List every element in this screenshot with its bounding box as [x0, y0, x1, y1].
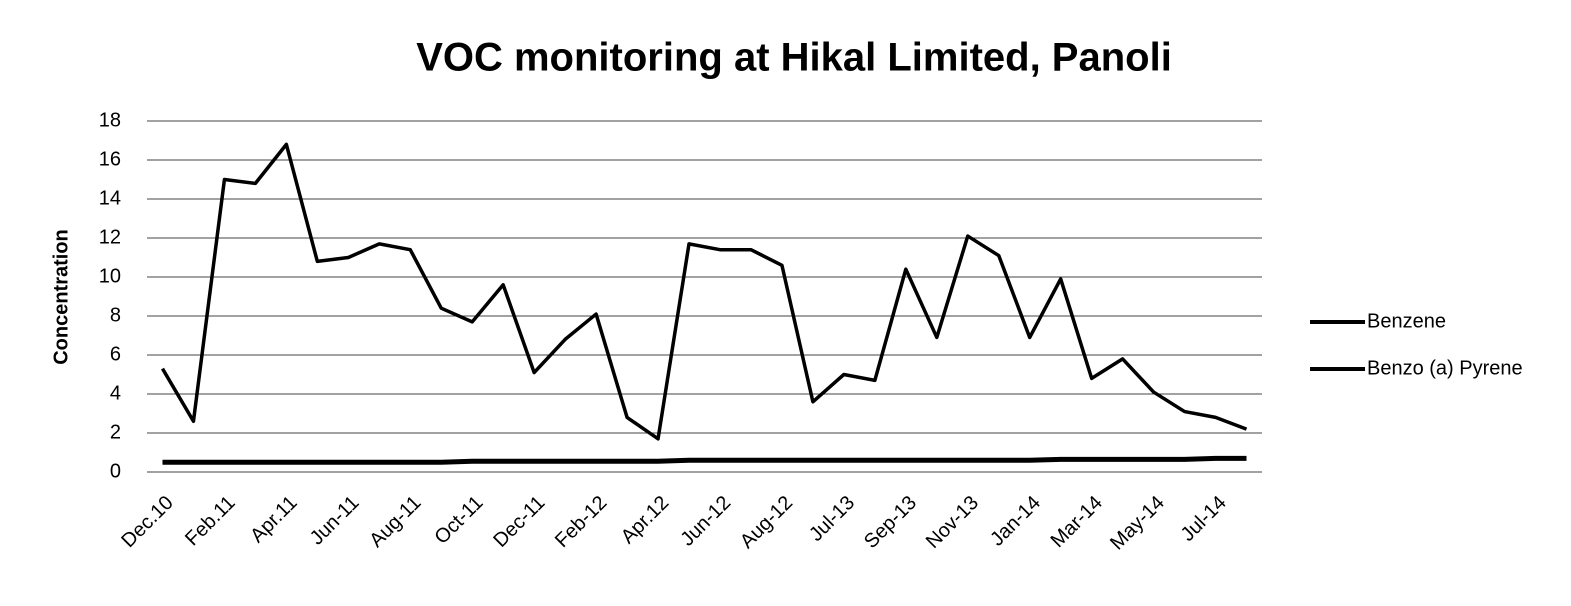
x-tick-label: Feb.11: [181, 492, 240, 551]
x-tick-label: Mar-14: [1047, 492, 1107, 552]
y-tick-label: 0: [110, 460, 121, 482]
x-tick-label: Apr.11: [246, 492, 301, 547]
legend-label: Benzene: [1367, 310, 1446, 332]
x-tick-label: Dec.10: [117, 492, 177, 552]
legend-label: Benzo (a) Pyrene: [1367, 357, 1523, 379]
x-tick-label: Jul-13: [805, 492, 859, 546]
y-tick-label: 4: [110, 382, 121, 404]
y-tick-label: 10: [99, 265, 121, 287]
line-series: [162, 455, 1247, 465]
x-tick-label: Jun-12: [676, 492, 735, 551]
x-tick-label: Feb-12: [551, 492, 611, 552]
y-tick-label: 18: [99, 109, 121, 131]
x-tick-label: Nov-13: [922, 492, 983, 553]
x-tick-label: Apr.12: [617, 492, 673, 548]
x-tick-label: Jul-14: [1177, 492, 1231, 546]
y-tick-label: 6: [110, 343, 121, 365]
chart-title: VOC monitoring at Hikal Limited, Panoli: [416, 36, 1172, 80]
x-tick-label: Aug-12: [736, 492, 797, 553]
y-tick-label: 2: [110, 421, 121, 443]
x-tick-label: Dec-11: [489, 492, 549, 552]
y-tick-label: 8: [110, 304, 121, 326]
x-tick-label: Jun-11: [306, 492, 364, 550]
y-axis-label: Concentration: [50, 229, 72, 365]
y-tick-label: 12: [99, 226, 121, 248]
x-tick-label: Aug-11: [365, 492, 425, 552]
x-tick-label: Sep-13: [860, 492, 921, 553]
x-tick-label: Oct-11: [431, 492, 488, 549]
y-tick-label: 14: [99, 187, 121, 209]
line-series: [160, 142, 1248, 441]
x-tick-label: Jan-14: [986, 492, 1045, 551]
y-tick-label: 16: [99, 148, 121, 170]
x-tick-label: May-14: [1106, 492, 1169, 555]
